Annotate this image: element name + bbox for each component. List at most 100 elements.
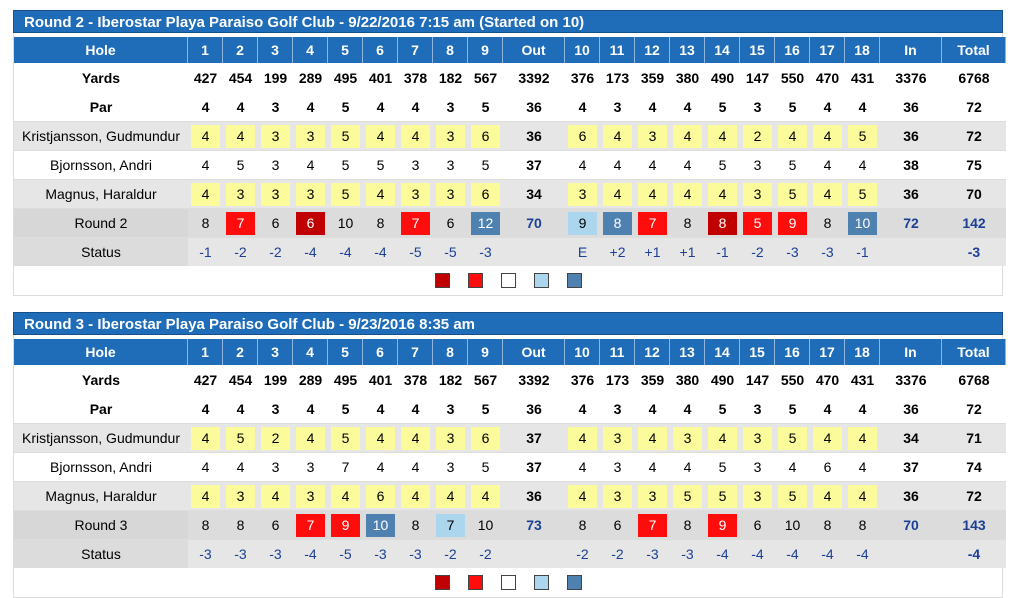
- score-value: 4: [306, 157, 315, 173]
- score-value: 4: [603, 124, 632, 148]
- score-value: 7: [638, 211, 667, 235]
- header-cell: 14: [705, 37, 740, 63]
- score-value: 4: [568, 426, 597, 450]
- team-row-hole-score: 7: [635, 510, 670, 539]
- yards-row-cell: 378: [398, 63, 433, 92]
- par-row-cell: 3: [258, 92, 293, 121]
- player-row-hole-score: 2: [258, 423, 293, 452]
- header-cell: In: [880, 37, 942, 63]
- yards-row-cell: 567: [468, 63, 503, 92]
- header-cell: Hole: [14, 339, 188, 365]
- score-value: 6: [366, 484, 395, 508]
- header-cell: Total: [942, 339, 1006, 365]
- score-value: 4: [858, 157, 867, 173]
- status-label: Status: [14, 539, 188, 568]
- team-row-hole-score: 10: [468, 510, 503, 539]
- score-value: 3: [638, 124, 667, 148]
- score-value: 7: [401, 211, 430, 235]
- status-cell: -3: [188, 539, 223, 568]
- score-value: 9: [331, 513, 360, 537]
- score-value: 3: [306, 459, 315, 475]
- score-value: 6: [471, 124, 500, 148]
- score-value: 4: [788, 459, 797, 475]
- player-row-hole-score: 3: [398, 179, 433, 208]
- score-value: 8: [858, 517, 867, 533]
- double-bogey-swatch-icon: [566, 273, 582, 288]
- yards-row-cell: 289: [293, 365, 328, 394]
- header-cell: Out: [503, 339, 565, 365]
- par-row-cell: 4: [565, 394, 600, 423]
- scorecard-grid: Hole 1 2 3 4 5 6 7 8 9 Out 10 11 12 13 14 15 16 17 18 In Tota…: [13, 335, 1006, 568]
- team-row-hole-score: 8: [398, 510, 433, 539]
- score-value: 4: [401, 484, 430, 508]
- player-row-hole-score: 4: [565, 452, 600, 481]
- player-row-hole-score: 4: [635, 452, 670, 481]
- par-row-cell: 36: [880, 92, 942, 121]
- team-row-total: 73: [503, 510, 565, 539]
- header-cell: 7: [398, 37, 433, 63]
- status-cell: [880, 237, 942, 266]
- player-row-hole-score: 5: [845, 121, 880, 150]
- player-row-hole-score: 5: [363, 150, 398, 179]
- header-cell: 11: [600, 339, 635, 365]
- team-row-hole-score: 8: [363, 208, 398, 237]
- score-value: 4: [191, 426, 220, 450]
- team-row-name: Round 2: [14, 208, 188, 237]
- player-row-name: Magnus, Haraldur: [14, 179, 188, 208]
- player-row-hole-score: 4: [363, 121, 398, 150]
- yards-row-cell: 173: [600, 63, 635, 92]
- par-row-cell: 4: [845, 92, 880, 121]
- header-cell: Total: [942, 37, 1006, 63]
- yards-row-cell: 427: [188, 63, 223, 92]
- player-row-hole-score: 4: [398, 452, 433, 481]
- yards-row-cell: 199: [258, 63, 293, 92]
- score-value: 3: [436, 426, 465, 450]
- status-cell: [503, 237, 565, 266]
- yards-row-cell: 6768: [942, 365, 1006, 394]
- score-value: 5: [481, 157, 490, 173]
- score-value: 4: [673, 182, 702, 206]
- score-value: 5: [481, 459, 490, 475]
- score-value: 4: [813, 182, 842, 206]
- par-row-cell: 4: [810, 394, 845, 423]
- score-value: 8: [578, 517, 587, 533]
- team-row-hole-score: 8: [705, 208, 740, 237]
- team-row-hole-score: 8: [810, 510, 845, 539]
- score-value: 4: [331, 484, 360, 508]
- score-value: 4: [708, 182, 737, 206]
- par-row-label: Par: [14, 92, 188, 121]
- score-value: 5: [778, 484, 807, 508]
- score-value: 9: [708, 513, 737, 537]
- par-row-cell: 4: [670, 92, 705, 121]
- player-row-hole-score: 4: [810, 481, 845, 510]
- score-value: 3: [673, 426, 702, 450]
- player-row-total: 74: [942, 452, 1006, 481]
- team-row-hole-score: 8: [565, 510, 600, 539]
- score-value: 3: [296, 484, 325, 508]
- score-value: 5: [718, 459, 727, 475]
- score-value: 5: [718, 157, 727, 173]
- score-value: 4: [578, 157, 587, 173]
- player-row-total: 36: [880, 179, 942, 208]
- team-row-hole-score: 10: [328, 208, 363, 237]
- status-cell: -1: [188, 237, 223, 266]
- par-row-cell: 36: [503, 394, 565, 423]
- score-value: 4: [813, 124, 842, 148]
- par-row-cell: 4: [565, 92, 600, 121]
- header-cell: 15: [740, 37, 775, 63]
- par-row-cell: 5: [328, 394, 363, 423]
- par-row-cell: 4: [398, 92, 433, 121]
- player-row-hole-score: 4: [188, 481, 223, 510]
- player-row-hole-score: 3: [740, 150, 775, 179]
- status-cell: -2: [433, 539, 468, 568]
- par-row-cell: 5: [775, 394, 810, 423]
- yards-row-cell: 199: [258, 365, 293, 394]
- score-value: 4: [226, 124, 255, 148]
- score-value: 5: [341, 157, 350, 173]
- yards-row-cell: 495: [328, 63, 363, 92]
- status-cell: -3: [775, 237, 810, 266]
- player-row-hole-score: 4: [293, 150, 328, 179]
- status-cell: -4: [705, 539, 740, 568]
- player-row-hole-score: 5: [468, 452, 503, 481]
- birdie-swatch-icon: [467, 273, 483, 288]
